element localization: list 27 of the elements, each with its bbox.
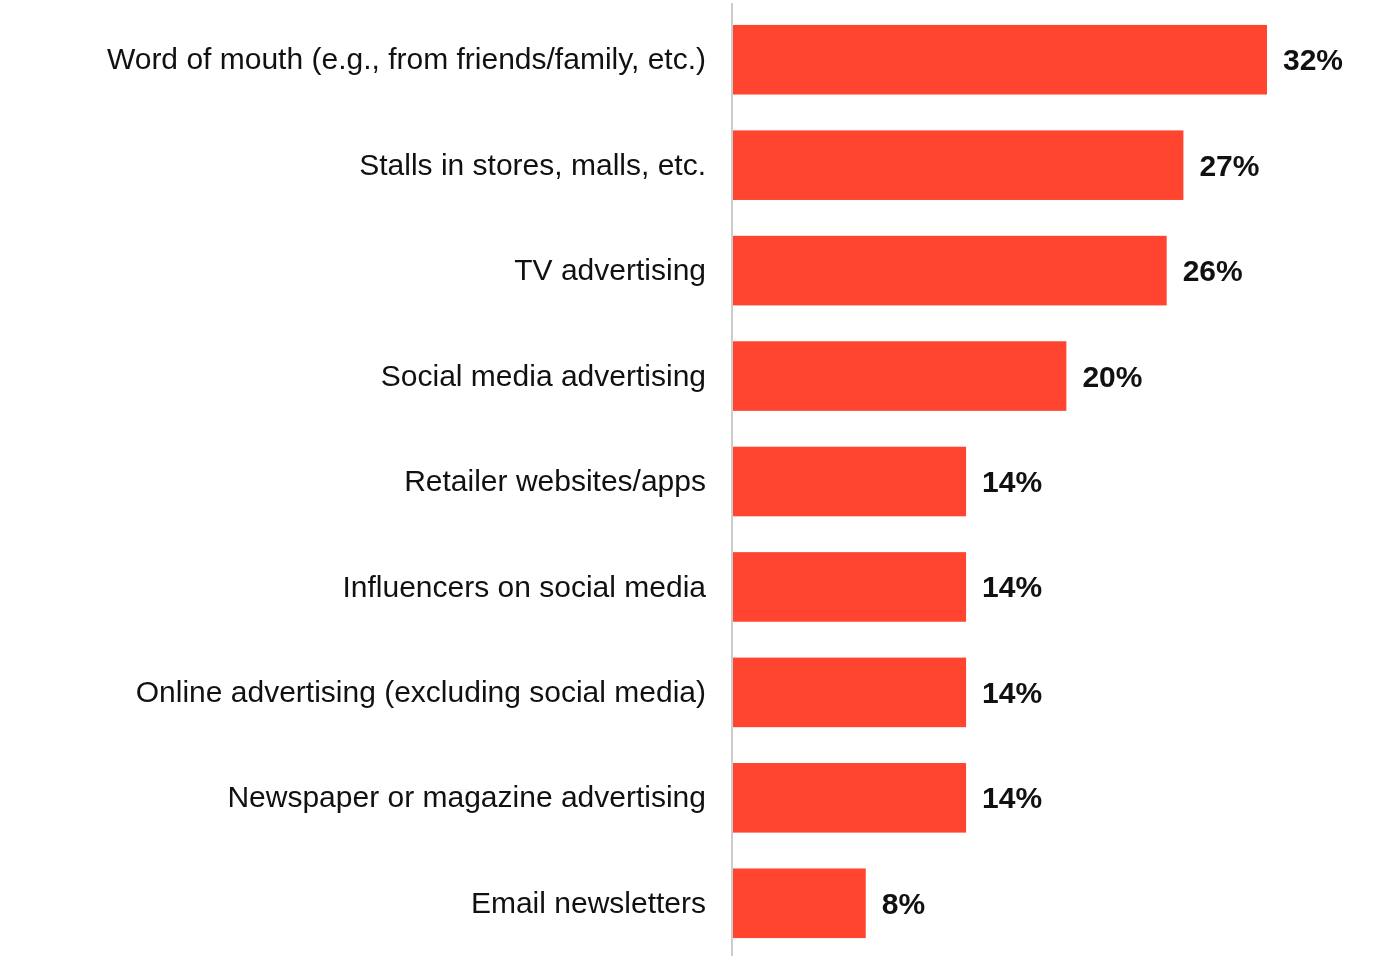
data-label: 14% (982, 675, 1043, 709)
bar (732, 763, 967, 833)
data-label: 32% (1283, 43, 1344, 77)
data-label: 14% (982, 465, 1043, 498)
y-tick-label: Influencers on social media (342, 569, 707, 603)
bar (732, 24, 1267, 95)
data-label: 20% (1082, 359, 1143, 393)
y-tick-label: Email newsletters (470, 885, 706, 919)
y-tick-label: Newspaper or magazine advertising (227, 780, 706, 814)
y-tick-label: Retailer websites/apps (404, 464, 706, 498)
bar (732, 130, 1184, 200)
bar (732, 868, 866, 939)
bar (732, 235, 1167, 306)
y-tick-label: Social media advertising (380, 358, 706, 392)
data-label: 8% (881, 886, 926, 920)
bar (732, 657, 967, 728)
data-label: 26% (1182, 254, 1243, 288)
data-label: 14% (982, 570, 1043, 604)
bar (732, 341, 1067, 411)
bar (732, 446, 967, 517)
y-tick-label: TV advertising (514, 253, 706, 287)
data-label: 27% (1199, 148, 1260, 182)
data-label: 14% (982, 781, 1043, 815)
y-tick-label: Stalls in stores, malls, etc. (359, 147, 706, 181)
y-tick-label: Word of mouth (e.g., from friends/family, etc.) (106, 42, 706, 76)
bar (732, 552, 967, 622)
y-tick-label: Online advertising (excluding social media) (135, 674, 706, 708)
